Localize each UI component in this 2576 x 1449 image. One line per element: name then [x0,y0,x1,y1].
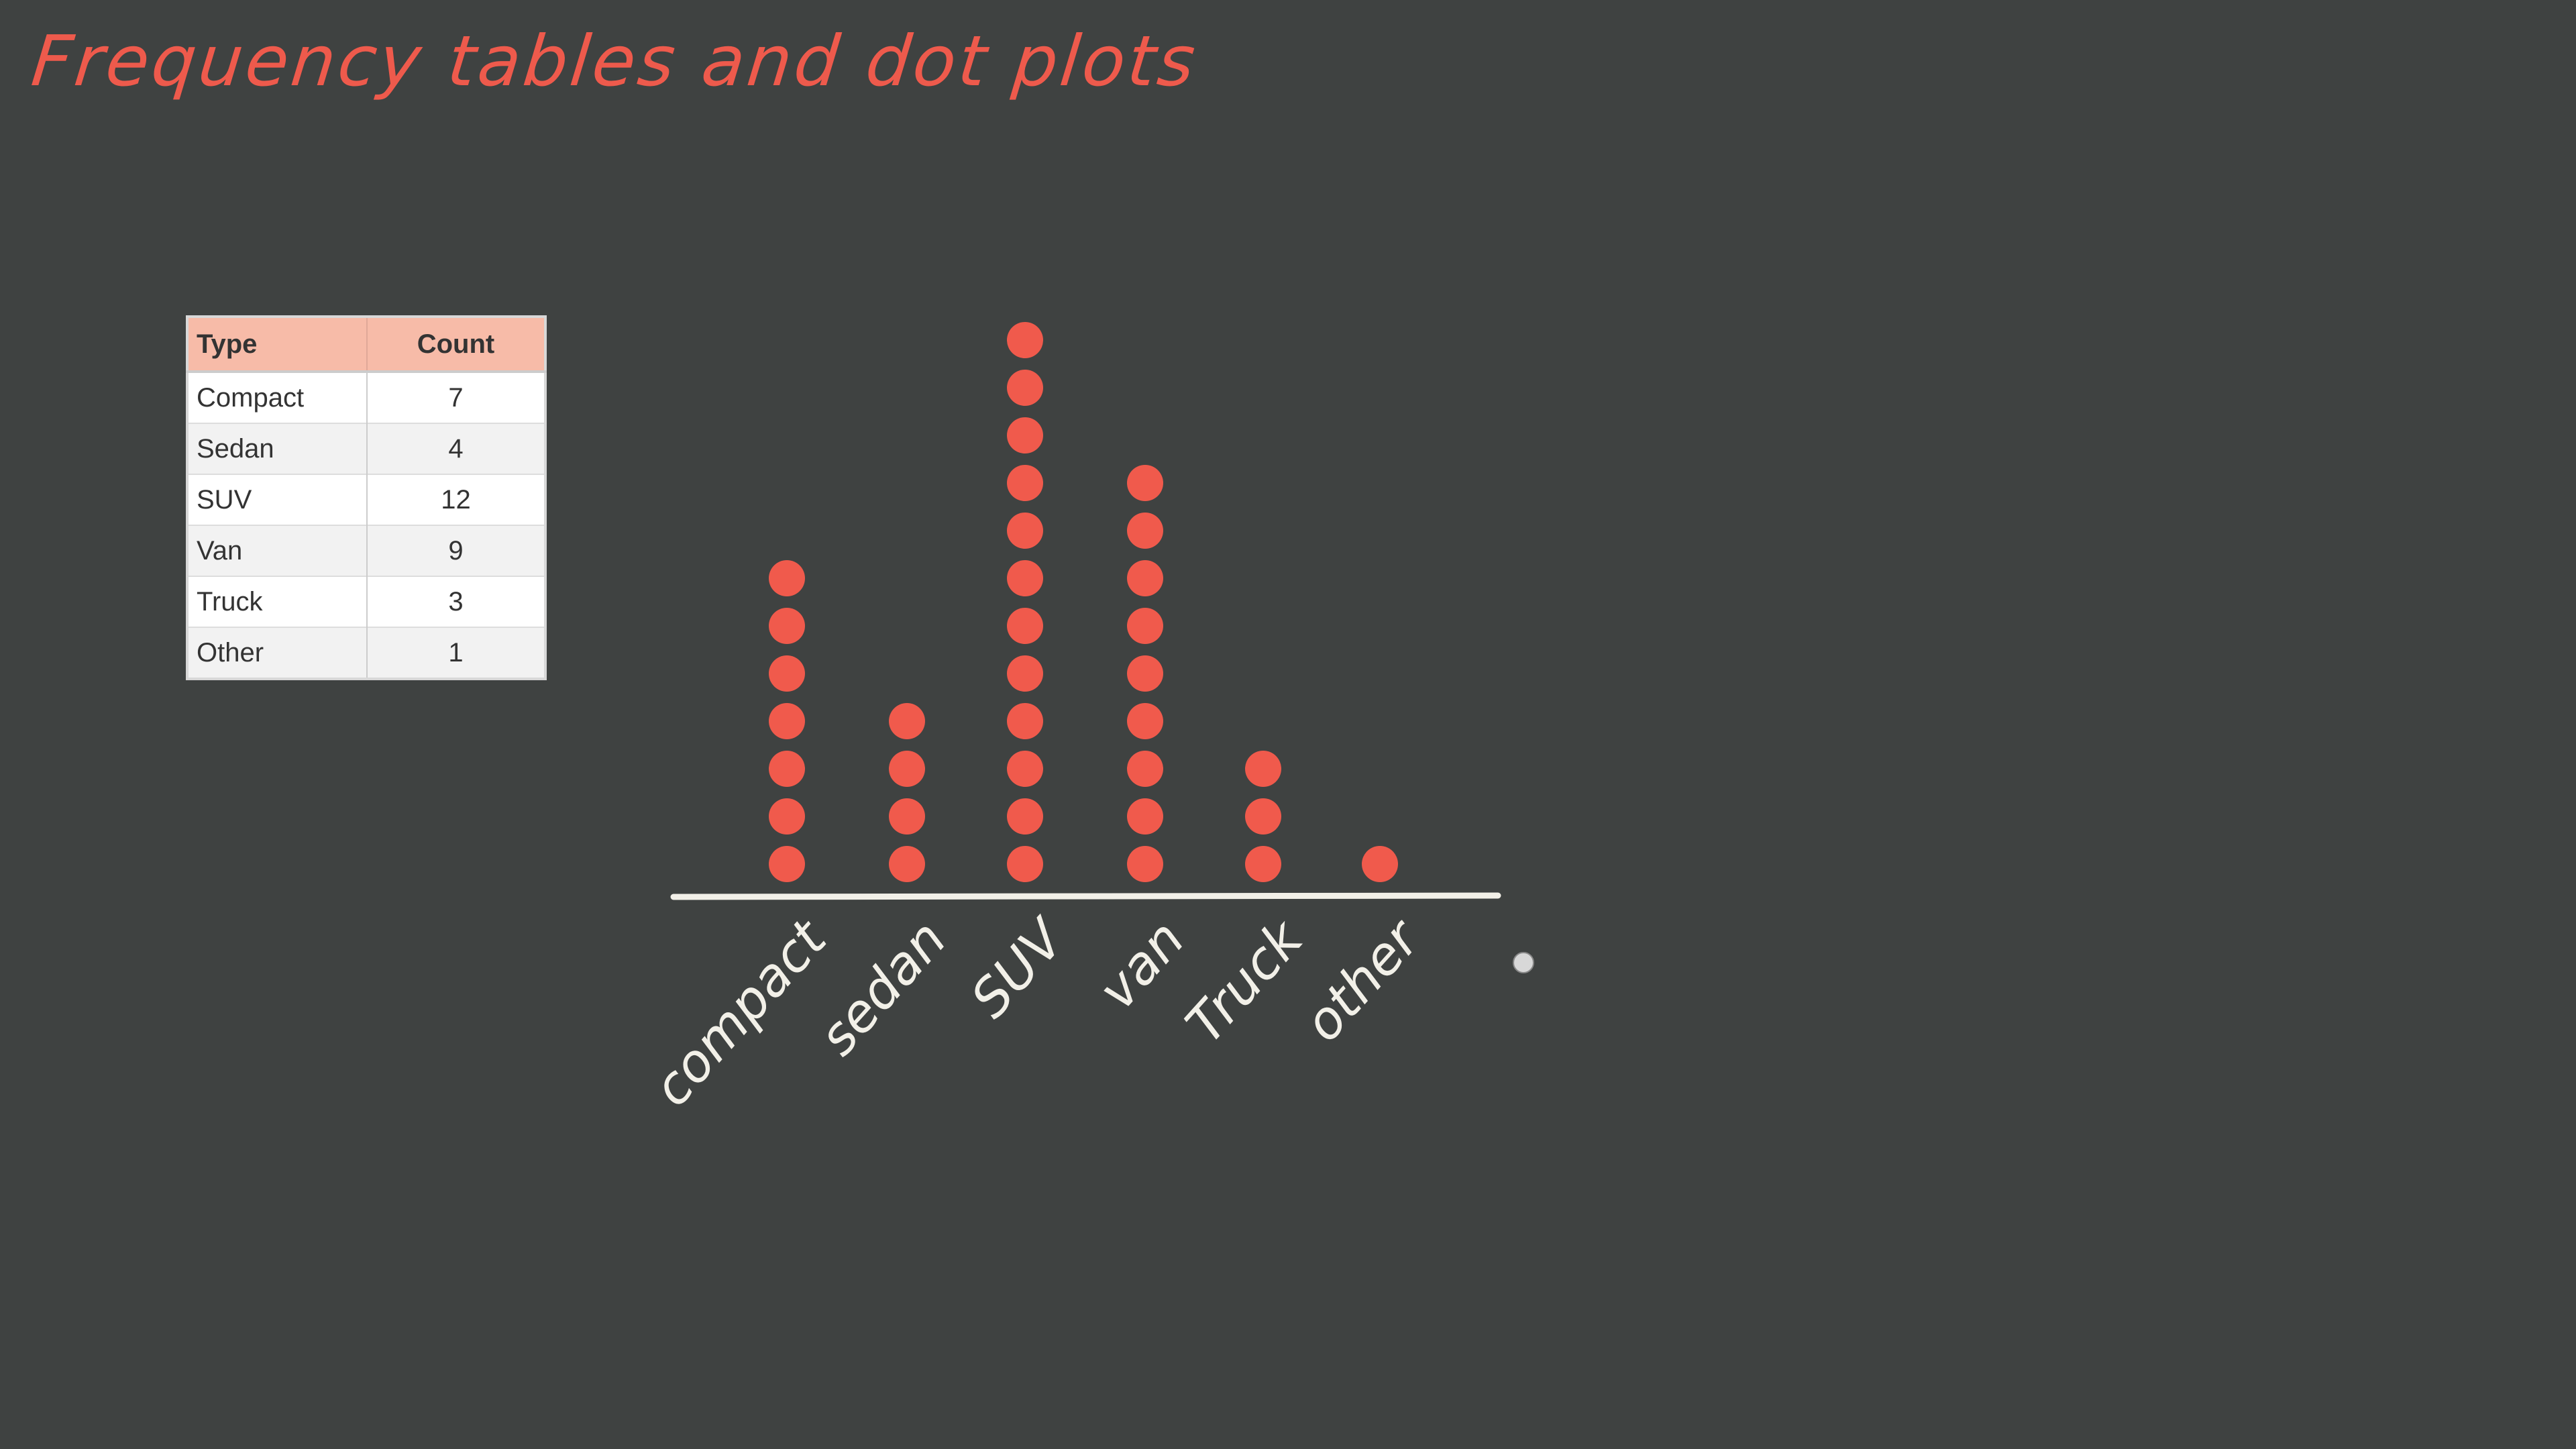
category-label: compact [642,908,839,1118]
dot-suv [1007,703,1043,739]
dot-truck [1245,751,1281,787]
dot-van [1127,846,1163,882]
category-label: SUV [959,907,1078,1030]
count-cell: 1 [367,627,545,679]
dot-van [1127,513,1163,549]
table-row: Van 9 [187,525,545,576]
count-cell: 12 [367,474,545,525]
dot-compact [769,655,805,692]
dot-sedan [889,703,925,739]
table-row: Other 1 [187,627,545,679]
dot-van [1127,465,1163,501]
dot-suv [1007,513,1043,549]
dot-sedan [889,798,925,835]
dot-sedan [889,751,925,787]
count-cell: 9 [367,525,545,576]
count-cell: 4 [367,423,545,474]
dot-suv [1007,465,1043,501]
dot-compact [769,703,805,739]
axis-line [670,892,1501,900]
dot-compact [769,560,805,596]
type-cell: Truck [187,576,368,627]
frequency-table: Type Count Compact 7 Sedan 4 SUV 12 Van 9 Truck 3… [186,315,547,680]
dot-van [1127,608,1163,644]
table-row: Sedan 4 [187,423,545,474]
dot-suv [1007,655,1043,692]
dot-van [1127,798,1163,835]
dot-other [1362,846,1398,882]
dot-truck [1245,846,1281,882]
table-row: SUV 12 [187,474,545,525]
dot-suv [1007,370,1043,406]
type-cell: Sedan [187,423,368,474]
header-count: Count [367,317,545,373]
table-row: Compact 7 [187,371,545,423]
count-cell: 7 [367,371,545,423]
dot-sedan [889,846,925,882]
dot-van [1127,560,1163,596]
cursor-dot-icon [1513,952,1534,973]
type-cell: Other [187,627,368,679]
dot-suv [1007,417,1043,453]
type-cell: Compact [187,371,368,423]
dot-truck [1245,798,1281,835]
dot-suv [1007,608,1043,644]
dot-compact [769,751,805,787]
type-cell: SUV [187,474,368,525]
count-cell: 3 [367,576,545,627]
dot-suv [1007,751,1043,787]
header-type: Type [187,317,368,373]
table-row: Truck 3 [187,576,545,627]
category-label: other [1293,907,1433,1053]
category-label: van [1087,909,1196,1021]
dot-van [1127,655,1163,692]
dot-van [1127,751,1163,787]
dot-suv [1007,846,1043,882]
dot-compact [769,608,805,644]
type-cell: Van [187,525,368,576]
category-label: Truck [1175,908,1316,1055]
dot-suv [1007,560,1043,596]
dot-van [1127,703,1163,739]
dot-suv [1007,322,1043,358]
dot-compact [769,798,805,835]
dot-suv [1007,798,1043,835]
dot-compact [769,846,805,882]
category-label: sedan [808,909,958,1067]
